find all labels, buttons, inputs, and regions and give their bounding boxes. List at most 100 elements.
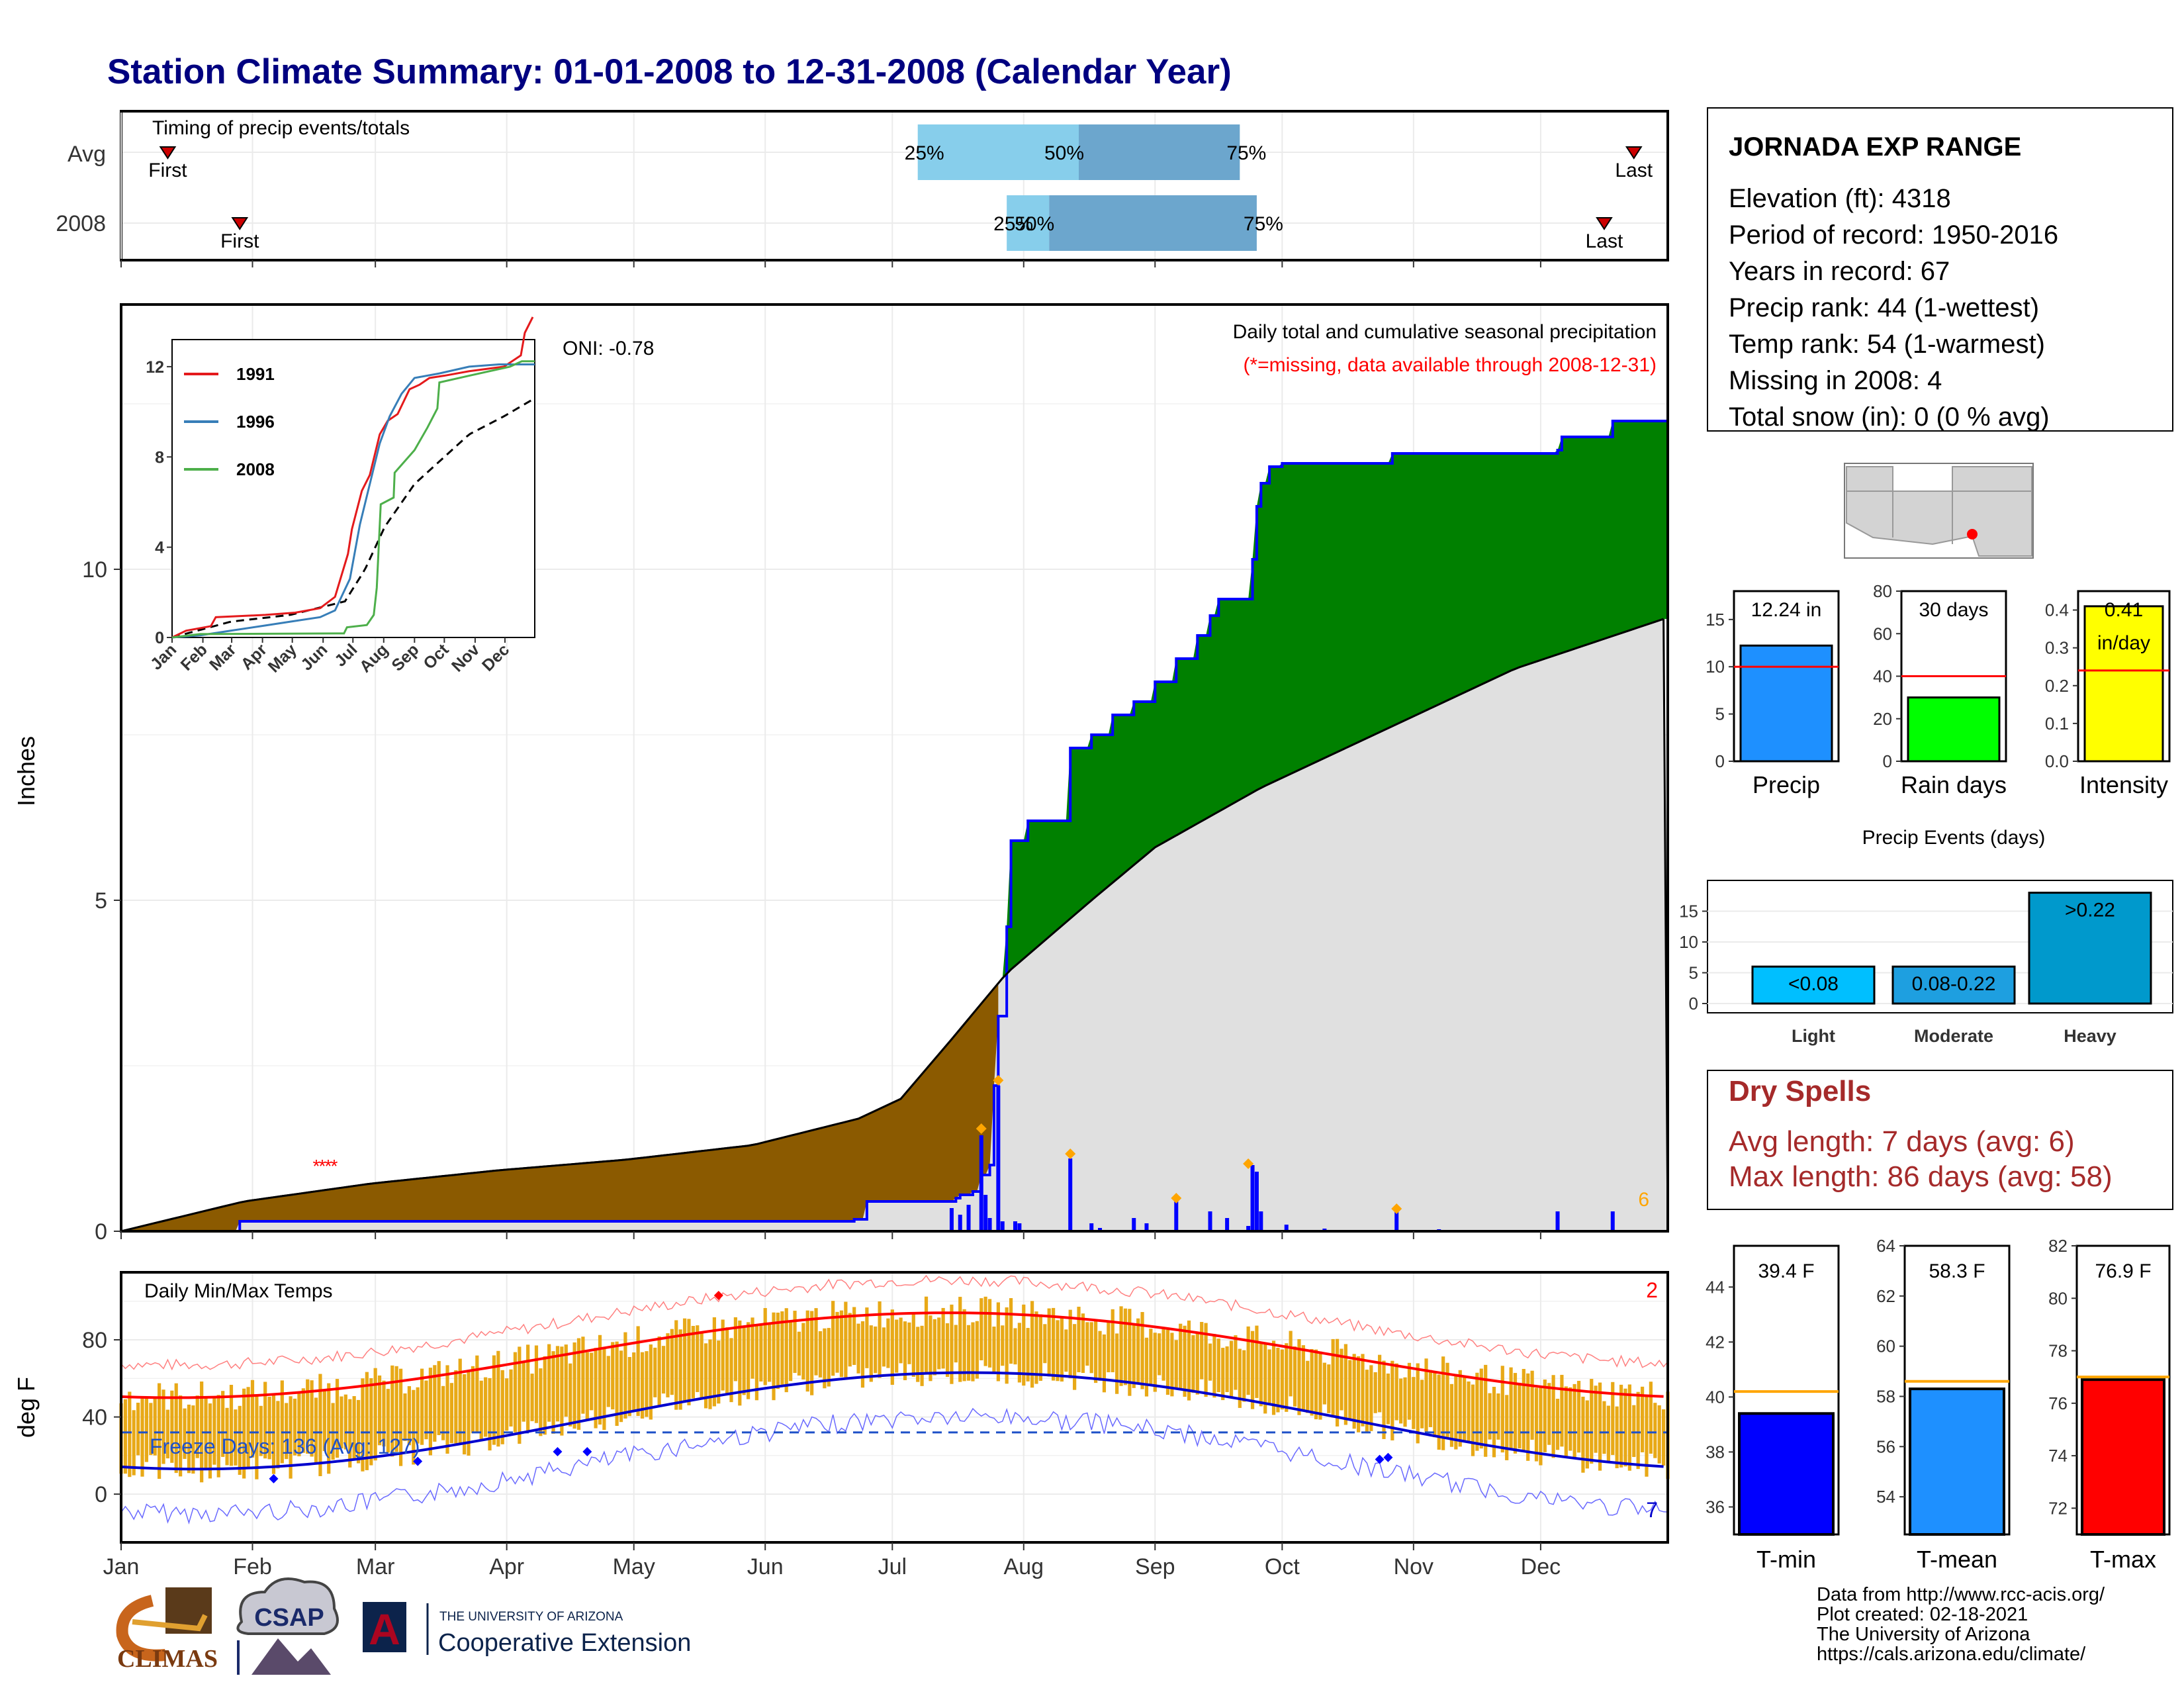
daily-temp-range — [759, 1324, 763, 1382]
daily-temp-range — [445, 1365, 449, 1454]
temp-bar-label-1: T-mean — [1917, 1546, 1997, 1573]
daily-temp-range — [1255, 1325, 1259, 1398]
daily-temp-range — [1017, 1323, 1021, 1383]
daily-temp-range — [937, 1317, 941, 1370]
month-label-jun: Jun — [747, 1554, 784, 1579]
daily-temp-range — [1013, 1328, 1017, 1365]
daily-temp-range — [1229, 1340, 1234, 1397]
daily-temp-range — [1107, 1322, 1111, 1373]
oni-value: ONI: -0.78 — [563, 338, 654, 359]
dry-spells-frame — [1707, 1070, 2173, 1210]
daily-temp-range — [1250, 1331, 1255, 1409]
timing-bar-upper — [1079, 124, 1240, 180]
deficit-area — [121, 983, 999, 1231]
daily-temp-range — [1170, 1333, 1174, 1397]
mini-bar-0 — [1739, 644, 1833, 763]
daily-temp-range — [916, 1327, 920, 1382]
events-bar-moderate — [1891, 965, 2016, 1005]
temp-bar-tick-label: 60 — [1876, 1336, 1895, 1356]
events-bar-light — [1751, 965, 1876, 1005]
credit-date: Plot created: 02-18-2021 — [1817, 1604, 2028, 1625]
daily-temp-range — [657, 1336, 661, 1406]
daily-temp-range — [1005, 1307, 1009, 1384]
mini-label-1: Rain days — [1901, 771, 2007, 798]
daily-temp-range — [1285, 1343, 1289, 1412]
daily-temp-range — [238, 1405, 242, 1475]
events-tick-label: 5 — [1689, 963, 1698, 983]
daily-temp-range — [1153, 1333, 1157, 1392]
inset-legend-label: 1991 — [236, 364, 275, 384]
daily-temp-range — [496, 1350, 500, 1447]
daily-temp-range — [412, 1389, 416, 1465]
daily-temp-range — [424, 1380, 428, 1440]
month-label-mar: Mar — [356, 1554, 395, 1579]
daily-temp-range — [132, 1410, 136, 1476]
daily-temp-range — [1420, 1380, 1424, 1429]
daily-temp-range — [979, 1298, 983, 1360]
daily-temp-range — [1640, 1386, 1645, 1452]
daily-temp-range — [513, 1352, 518, 1432]
daily-temp-range — [678, 1329, 682, 1410]
inset-legend-label: 2008 — [236, 459, 275, 479]
daily-temp-range — [805, 1310, 809, 1392]
ua-small-text: THE UNIVERSITY OF ARIZONA — [439, 1610, 623, 1624]
timing-last-marker — [1596, 217, 1613, 230]
dry-spells-avg: Avg length: 7 days (avg: 6) — [1729, 1125, 2075, 1158]
daily-temp-range — [1119, 1306, 1123, 1386]
station-info-frame — [1707, 107, 2173, 432]
daily-temp-range — [530, 1374, 534, 1421]
daily-temp-range — [1001, 1325, 1005, 1366]
daily-temp-range — [394, 1366, 398, 1452]
mini-label-2: Intensity — [2079, 771, 2168, 798]
temp-bar-value-0: 39.4 F — [1758, 1260, 1814, 1282]
daily-temp-range — [271, 1393, 276, 1474]
mini-tick-label: 5 — [1715, 704, 1725, 724]
daily-temp-range — [179, 1395, 183, 1477]
daily-temp-range — [123, 1399, 128, 1474]
station-period: Period of record: 1950-2016 — [1729, 220, 2058, 250]
daily-temp-range — [1195, 1333, 1199, 1395]
timing-bar-lower — [1007, 195, 1050, 251]
daily-temp-range — [1357, 1356, 1361, 1432]
daily-temp-range — [1585, 1400, 1589, 1469]
daily-temp-range — [276, 1401, 280, 1469]
daily-temp-range — [1077, 1307, 1081, 1372]
daily-temp-range — [1165, 1329, 1170, 1395]
daily-temp-range — [844, 1301, 848, 1378]
daily-precip-bar — [1013, 1221, 1017, 1231]
daily-temp-range — [555, 1346, 560, 1422]
station-elevation: Elevation (ft): 4318 — [1729, 184, 1951, 213]
daily-temp-range — [352, 1396, 356, 1460]
missing-day-marker: * — [319, 1156, 326, 1176]
mini-value2-2: in/day — [2097, 632, 2150, 654]
daily-temp-range — [1522, 1368, 1525, 1451]
daily-temp-range — [649, 1344, 653, 1420]
precip-ylabel: Inches — [13, 736, 40, 806]
mini-bar-charts: 0 5 10 15 12.24 in Precip 0 20 40 60 80 30 days Rain… — [1706, 581, 2171, 798]
daily-temp-range — [983, 1296, 987, 1366]
month-axis: Jan Feb Mar Apr May Jun Jul Aug Sep Oct Nov Dec — [103, 1542, 1561, 1579]
daily-temp-range — [831, 1301, 835, 1376]
temp-bar-value-1: 58.3 F — [1929, 1260, 1985, 1282]
temp-bar-t-min — [1738, 1412, 1835, 1536]
station-years: Years in record: 67 — [1729, 257, 1950, 286]
top-event-marker — [1243, 1158, 1254, 1169]
daily-temp-range — [933, 1319, 936, 1376]
daily-temp-range — [1449, 1383, 1454, 1447]
daily-temp-range — [140, 1397, 144, 1477]
daily-temp-range — [1158, 1333, 1161, 1376]
daily-temp-range — [560, 1346, 564, 1436]
daily-temp-range — [1441, 1356, 1445, 1450]
daily-temp-range — [1306, 1360, 1310, 1413]
temp-bar-tick-label: 38 — [1706, 1442, 1725, 1462]
daily-temp-range — [852, 1307, 856, 1365]
temp-ytick-label: 40 — [82, 1405, 107, 1430]
daily-precip-bar — [1098, 1228, 1103, 1231]
daily-temp-range — [1026, 1328, 1030, 1382]
daily-temp-range — [1056, 1320, 1060, 1382]
month-label-feb: Feb — [233, 1554, 272, 1579]
daily-temp-range — [1551, 1375, 1555, 1458]
inset-avg-line — [171, 399, 533, 639]
mini-tick-label: 15 — [1706, 610, 1725, 630]
daily-temp-range — [144, 1396, 149, 1462]
